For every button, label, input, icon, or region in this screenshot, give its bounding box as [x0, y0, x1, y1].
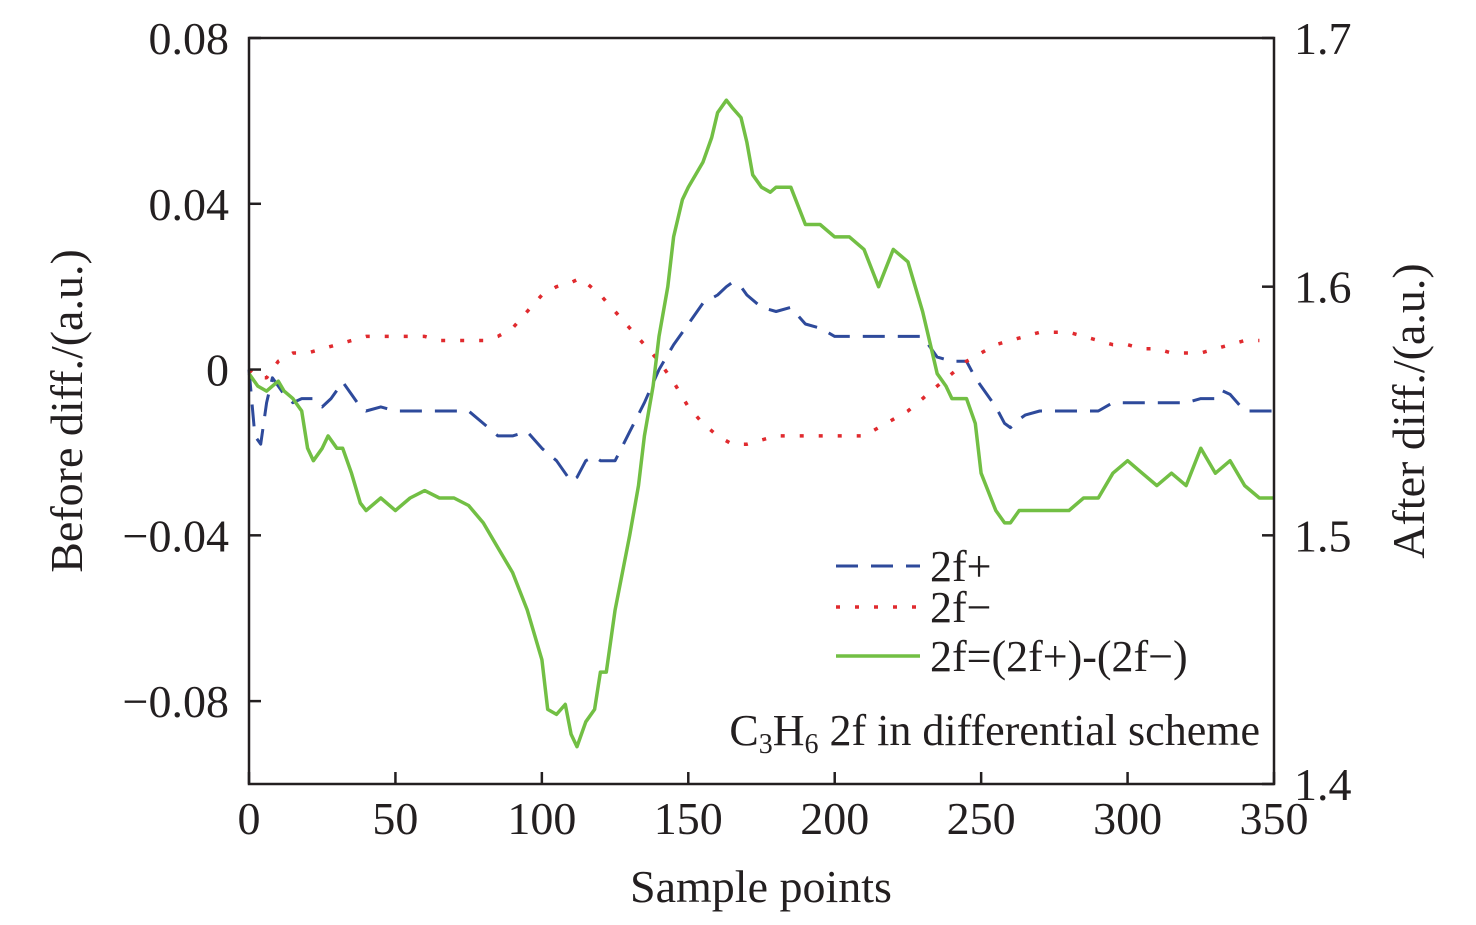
- y-left-tick-label: −0.04: [123, 510, 229, 561]
- y-axis-title-right: After diff./(a.u.): [1383, 263, 1434, 558]
- plot-frame: [247, 36, 1276, 786]
- y-axis-title-left: Before diff./(a.u.): [41, 249, 92, 573]
- series-layer: [247, 98, 1274, 749]
- y-left-tick-label: 0: [206, 345, 229, 396]
- y-right-tick-label: 1.7: [1294, 13, 1352, 64]
- legend-label-2f-diff: 2f=(2f+)-(2f−): [930, 632, 1188, 681]
- x-tick-label: 250: [947, 793, 1016, 844]
- series-2f-diff-line: [247, 98, 1274, 749]
- legend-label-2f-plus: 2f+: [930, 542, 991, 591]
- y-left-tick-label: 0.04: [149, 179, 230, 230]
- chart-annotation: C3H6 2f in differential scheme: [729, 706, 1260, 760]
- x-tick-label: 150: [654, 793, 723, 844]
- label-layer: 0 50 100 150 200 250 300 350 0.08 0.04 0 −0.04 −0.08…: [123, 13, 1352, 844]
- x-axis-title: Sample points: [630, 861, 892, 912]
- series-2f-plus-line: [247, 281, 1274, 483]
- y-right-tick-label: 1.4: [1294, 759, 1352, 810]
- y-left-tick-label: 0.08: [149, 13, 230, 64]
- legend-label-2f-minus: 2f−: [930, 583, 991, 632]
- x-tick-label: 300: [1093, 793, 1162, 844]
- tick-layer: [247, 36, 1276, 786]
- y-left-tick-label: −0.08: [123, 676, 229, 727]
- x-tick-label: 350: [1240, 793, 1309, 844]
- x-tick-label: 200: [800, 793, 869, 844]
- x-tick-label: 100: [507, 793, 576, 844]
- x-tick-label: 50: [372, 793, 418, 844]
- series-2f-minus-line: [247, 276, 1260, 446]
- y-right-tick-label: 1.5: [1294, 510, 1352, 561]
- y-right-tick-label: 1.6: [1294, 262, 1352, 313]
- legend: 2f+ 2f− 2f=(2f+)-(2f−): [836, 542, 1188, 681]
- x-tick-label: 0: [238, 793, 261, 844]
